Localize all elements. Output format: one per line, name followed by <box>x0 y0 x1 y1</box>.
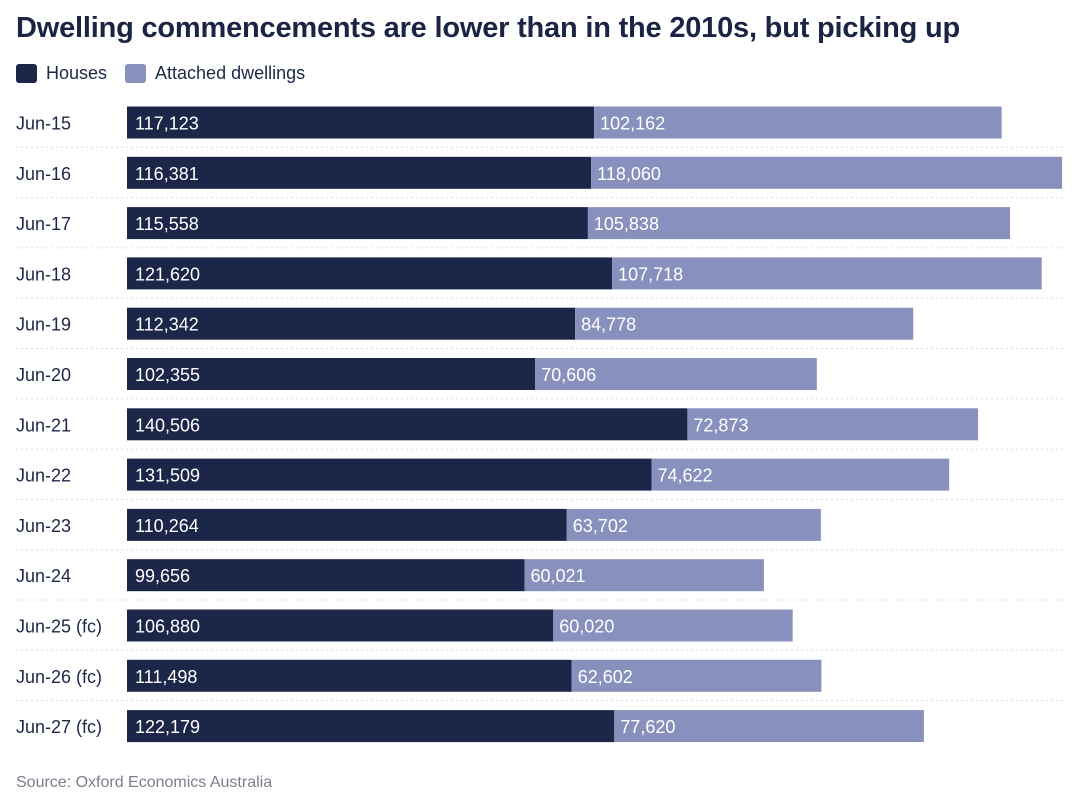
bar-houses <box>127 358 536 390</box>
data-label-houses: 106,880 <box>135 617 200 637</box>
category-label: Jun-17 <box>16 214 71 234</box>
legend-item-houses: Houses <box>16 63 107 84</box>
bar-houses <box>127 156 592 189</box>
source-note: Source: Oxford Economics Australia <box>16 774 273 791</box>
data-label-houses: 121,620 <box>135 264 200 284</box>
category-label: Jun-20 <box>16 365 71 385</box>
bar-houses <box>127 458 652 491</box>
category-label: Jun-26 (fc) <box>16 667 102 687</box>
data-label-houses: 117,123 <box>135 114 199 134</box>
chart-plot: Jun-15 117,123 102,162 Jun-16 116,381 118,060… <box>16 106 1066 743</box>
data-label-houses: 112,342 <box>135 315 199 335</box>
data-label-attached: 84,778 <box>581 315 636 335</box>
category-label: Jun-19 <box>16 315 71 335</box>
bar-attached <box>651 458 950 491</box>
data-label-houses: 131,509 <box>135 466 200 486</box>
bar-houses <box>127 559 525 592</box>
data-label-attached: 77,620 <box>620 717 675 737</box>
data-label-houses: 99,656 <box>135 566 190 586</box>
bar-attached <box>687 408 979 441</box>
bar-attached <box>524 559 764 592</box>
category-label: Jun-24 <box>16 566 71 586</box>
bar-houses <box>127 307 576 340</box>
category-label: Jun-27 (fc) <box>16 717 102 737</box>
data-label-houses: 116,381 <box>135 164 199 184</box>
chart-title: Dwelling commencements are lower than in… <box>16 12 961 44</box>
data-label-houses: 110,264 <box>135 516 199 536</box>
bar-attached <box>594 106 1002 139</box>
category-label: Jun-15 <box>16 114 71 134</box>
bar-houses <box>127 609 554 642</box>
bar-attached <box>535 358 817 390</box>
bar-attached <box>591 156 1063 189</box>
data-label-attached: 118,060 <box>597 164 661 184</box>
bar-houses <box>127 207 588 240</box>
bar-attached <box>587 207 1011 240</box>
legend-label-houses: Houses <box>46 62 108 83</box>
bar-houses <box>127 659 572 692</box>
data-label-attached: 70,606 <box>541 365 596 385</box>
data-label-houses: 140,506 <box>135 415 200 435</box>
legend-swatch-houses <box>16 63 37 83</box>
category-label: Jun-16 <box>16 164 71 184</box>
data-label-houses: 122,179 <box>135 717 200 737</box>
bar-houses <box>127 257 613 290</box>
bar-attached <box>614 710 924 743</box>
category-label: Jun-18 <box>16 264 71 284</box>
bar-attached <box>575 307 914 340</box>
legend-item-attached: Attached dwellings <box>125 63 305 84</box>
bar-attached <box>566 508 821 541</box>
data-label-attached: 74,622 <box>658 466 713 486</box>
category-label: Jun-22 <box>16 466 71 486</box>
data-label-houses: 102,355 <box>135 365 200 385</box>
data-label-attached: 63,702 <box>573 516 628 536</box>
data-label-attached: 102,162 <box>600 114 665 134</box>
data-label-houses: 111,498 <box>135 667 197 687</box>
bar-houses <box>127 106 595 139</box>
data-label-attached: 62,602 <box>578 667 633 687</box>
data-label-attached: 105,838 <box>594 214 659 234</box>
data-label-attached: 72,873 <box>693 415 748 435</box>
bar-attached <box>553 609 793 642</box>
legend: Houses Attached dwellings <box>16 61 323 85</box>
data-label-attached: 60,020 <box>559 617 614 637</box>
bar-houses <box>127 508 567 541</box>
bar-attached <box>571 659 822 692</box>
data-label-houses: 115,558 <box>135 214 199 234</box>
bar-houses <box>127 408 688 441</box>
bar-houses <box>127 710 615 743</box>
legend-swatch-attached <box>125 63 147 83</box>
data-label-attached: 107,718 <box>618 264 683 284</box>
category-label: Jun-25 (fc) <box>16 617 102 637</box>
bar-attached <box>612 257 1042 290</box>
category-label: Jun-21 <box>16 415 71 435</box>
legend-label-attached: Attached dwellings <box>155 62 306 83</box>
category-label: Jun-23 <box>16 516 71 536</box>
data-label-attached: 60,021 <box>530 566 585 586</box>
